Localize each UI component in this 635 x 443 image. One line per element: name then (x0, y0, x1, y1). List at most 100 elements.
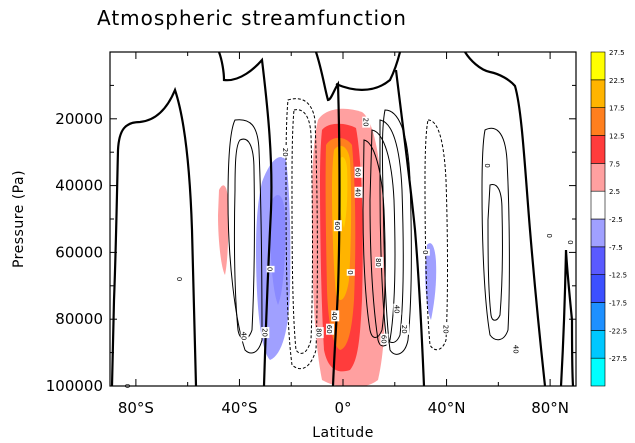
contour-north-80 (362, 139, 386, 338)
contour-label: 60 (354, 166, 363, 178)
contour-label-text: 20 (361, 118, 369, 127)
contour-label-bg (266, 265, 275, 273)
contour-label-text: 20 (442, 325, 450, 334)
contour-label-text: 60 (333, 221, 341, 230)
colorbar-box (590, 330, 606, 359)
x-axis-label: Latitude (312, 425, 374, 441)
colorbar-box (590, 79, 606, 108)
x-tick-label: 40°N (428, 399, 466, 417)
contour-label-bg (483, 162, 492, 169)
contour-label-text: 20 (400, 325, 408, 334)
colorbar-box (590, 302, 606, 331)
contour-label: 20 (260, 327, 270, 339)
colorbar-label: -27.5 (609, 355, 627, 363)
colorbar-label: -22.5 (609, 327, 627, 335)
contour-label-bg (362, 116, 371, 128)
contour-label-bg (421, 249, 430, 256)
colorbar-box (590, 107, 606, 136)
zero-contour-center (314, 52, 341, 386)
contour-label: 40 (511, 343, 521, 355)
x-axis: 80°S 40°S 0° 40°N 80°N (118, 52, 569, 417)
contour-label-text: 40 (354, 188, 362, 197)
contour-label: 40 (392, 303, 402, 315)
contour-south-40 (233, 138, 255, 340)
contour-label-bg (442, 323, 451, 335)
colorbar-box (590, 274, 606, 303)
contour-label-text: 60 (379, 335, 387, 344)
contour-label: 0 (346, 269, 355, 276)
colorbar-box (590, 135, 606, 164)
contour-label: 20 (442, 323, 451, 335)
contour-label-text: 0 (566, 240, 574, 244)
contour-label-text: 60 (325, 325, 333, 334)
zero-contour-south (217, 52, 273, 386)
contour-label: 60 (325, 323, 335, 335)
contour-label-text: 0 (346, 270, 354, 274)
y-axis-label: Pressure (Pa) (11, 170, 27, 268)
contour-label: 80 (374, 256, 384, 268)
contour-label-text: 80 (374, 258, 382, 267)
positive-cell-27p5 (339, 156, 348, 228)
colorbar-label: -7.5 (609, 244, 623, 252)
y-tick-label: 20000 (55, 110, 103, 128)
colorbar-box (590, 218, 606, 248)
contour-label-bg (393, 303, 402, 315)
contour-label-text: 0 (421, 250, 429, 254)
contour-label-bg (326, 323, 335, 335)
shaded-regions (218, 108, 437, 386)
contour-neg-north-20 (424, 119, 448, 351)
negative-cell-north-patch (425, 243, 437, 320)
y-tick-label: 100000 (46, 377, 103, 395)
contour-label: 60 (379, 333, 389, 345)
contour-label-text: 40 (330, 311, 338, 320)
colorbar-label: 7.5 (609, 160, 620, 168)
positive-cell-south-patch (218, 185, 229, 275)
contour-label-text: 20 (281, 148, 289, 157)
colorbar-label: 2.5 (609, 188, 620, 196)
contour-label-text: 0 (483, 163, 491, 167)
contour-label: 80 (315, 327, 324, 339)
x-tick-label: 40°S (221, 399, 257, 417)
contour-label-text: 80 (315, 328, 323, 337)
contour-label: 60 (333, 220, 342, 232)
contour-label-text: 60 (354, 168, 362, 177)
contour-far-north-40 (481, 127, 510, 341)
contour-north-20-outer (381, 109, 412, 355)
contour-label-bg (401, 323, 410, 335)
colorbar-box (590, 51, 606, 81)
zero-contour-far-north (464, 52, 575, 386)
contour-lines (110, 52, 575, 386)
contour-label-bg (566, 239, 575, 246)
contour-north-60 (369, 129, 396, 347)
colorbar: -27.5 -22.5 -17.5 -12.5 -7.5 -2.5 2.5 7.5 12.5 17… (590, 49, 627, 387)
contour-label-text: 0 (175, 277, 183, 281)
contour-label-bg (315, 327, 324, 339)
y-tick-label: 80000 (55, 310, 103, 328)
contour-label-bg (331, 310, 340, 322)
contour-label-text: 40 (511, 345, 519, 354)
contour-label-text: 0 (266, 267, 274, 271)
colorbar-label: 12.5 (609, 133, 625, 141)
colorbar-label: -17.5 (609, 300, 627, 308)
contour-label: 0 (421, 249, 430, 256)
contour-neg-40 (291, 109, 313, 354)
contour-label-text: 40 (392, 305, 400, 314)
contour-label: 40 (240, 330, 249, 342)
zero-contour-north (335, 52, 426, 386)
contour-label-bg (346, 269, 355, 276)
x-tick-label: 80°S (118, 399, 154, 417)
contour-neg-20 (285, 98, 318, 370)
contour-label: 20 (281, 146, 291, 158)
contour-label: 0 (266, 265, 275, 273)
contour-label-text: 20 (260, 328, 268, 337)
contour-label-bg (380, 333, 389, 345)
contour-label: 40 (330, 310, 340, 322)
y-tick-label: 40000 (55, 177, 103, 195)
colorbar-box (590, 246, 606, 275)
contour-label: 0 (566, 239, 575, 246)
contour-label-text: 40 (240, 331, 248, 340)
chart-title: Atmospheric streamfunction (97, 6, 407, 30)
